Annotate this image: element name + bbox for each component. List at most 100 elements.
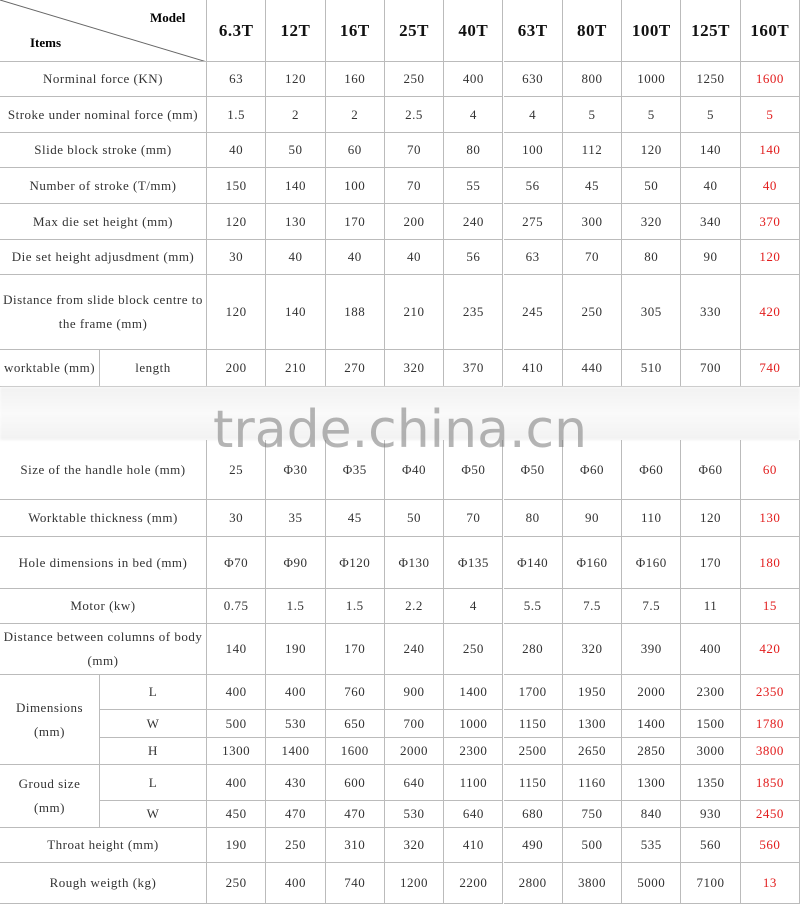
sub-label: L <box>100 675 207 710</box>
value-cell: 450 <box>207 801 267 828</box>
value-cell: 1250 <box>681 62 741 97</box>
value-cell: 640 <box>384 765 445 801</box>
value-cell: 2500 <box>503 738 563 765</box>
value-cell: 63 <box>207 62 267 97</box>
value-cell: 190 <box>207 828 267 863</box>
value-cell: 170 <box>681 537 741 589</box>
items-header: Items <box>30 35 62 50</box>
value-cell: 2350 <box>740 675 800 710</box>
header-corner <box>0 0 207 62</box>
value-cell: 112 <box>562 133 623 168</box>
value-cell: 2 <box>266 97 326 133</box>
value-cell: 5000 <box>622 863 682 904</box>
value-cell: 1000 <box>444 710 504 738</box>
value-cell: 40 <box>740 168 800 204</box>
group-label: Dimensions (mm) <box>0 675 100 765</box>
value-cell: 740 <box>325 863 385 904</box>
value-cell: 530 <box>384 801 445 828</box>
value-cell: 500 <box>207 710 267 738</box>
value-cell: 1780 <box>740 710 800 738</box>
value-cell: 1350 <box>681 765 741 801</box>
sub-label: length <box>100 350 207 387</box>
model-header-cell: 12T <box>266 0 326 62</box>
value-cell: 120 <box>207 204 267 240</box>
value-cell: 5 <box>681 97 741 133</box>
value-cell: 40 <box>207 133 267 168</box>
value-cell: 640 <box>444 801 504 828</box>
value-cell: 750 <box>562 801 623 828</box>
value-cell: 760 <box>325 675 385 710</box>
value-cell: 190 <box>266 624 326 675</box>
value-cell: 45 <box>325 500 385 537</box>
value-cell: 100 <box>503 133 563 168</box>
value-cell: 50 <box>266 133 326 168</box>
value-cell: 130 <box>740 500 800 537</box>
value-cell: 1300 <box>207 738 267 765</box>
value-cell: 1.5 <box>266 589 326 624</box>
value-cell: 1850 <box>740 765 800 801</box>
value-cell: 1150 <box>503 765 563 801</box>
value-cell: 530 <box>266 710 326 738</box>
value-cell: 430 <box>266 765 326 801</box>
value-cell: 250 <box>266 828 326 863</box>
value-cell: 370 <box>740 204 800 240</box>
row-label: Rough weigth (kg) <box>0 863 207 904</box>
value-cell: 740 <box>740 350 800 387</box>
value-cell: 1400 <box>622 710 682 738</box>
value-cell: 2800 <box>503 863 563 904</box>
value-cell: 140 <box>740 133 800 168</box>
value-cell: 1160 <box>562 765 623 801</box>
value-cell: 370 <box>444 350 504 387</box>
value-cell: 70 <box>444 500 504 537</box>
value-cell: Φ40 <box>384 440 445 500</box>
value-cell: 1000 <box>622 62 682 97</box>
value-cell: Φ60 <box>562 440 623 500</box>
row-label: Size of the handle hole (mm) <box>0 440 207 500</box>
value-cell: Φ130 <box>384 537 445 589</box>
value-cell: 560 <box>740 828 800 863</box>
value-cell: 320 <box>562 624 623 675</box>
value-cell: 420 <box>740 624 800 675</box>
value-cell: 60 <box>740 440 800 500</box>
value-cell: 1100 <box>444 765 504 801</box>
value-cell: Φ60 <box>681 440 741 500</box>
value-cell: 2200 <box>444 863 504 904</box>
value-cell: 930 <box>681 801 741 828</box>
value-cell: 210 <box>384 275 445 350</box>
value-cell: 1.5 <box>207 97 267 133</box>
value-cell: 1300 <box>622 765 682 801</box>
value-cell: 390 <box>622 624 682 675</box>
value-cell: 90 <box>681 240 741 275</box>
value-cell: 130 <box>266 204 326 240</box>
value-cell: 40 <box>266 240 326 275</box>
value-cell: 40 <box>681 168 741 204</box>
value-cell: 120 <box>266 62 326 97</box>
value-cell: 420 <box>740 275 800 350</box>
value-cell: 56 <box>444 240 504 275</box>
value-cell: 250 <box>207 863 267 904</box>
value-cell: 280 <box>503 624 563 675</box>
value-cell: Φ30 <box>266 440 326 500</box>
value-cell: Φ120 <box>325 537 385 589</box>
value-cell: 410 <box>444 828 504 863</box>
value-cell: 400 <box>266 675 326 710</box>
value-cell: 2000 <box>622 675 682 710</box>
value-cell: 2 <box>325 97 385 133</box>
value-cell: 535 <box>622 828 682 863</box>
value-cell: 160 <box>325 62 385 97</box>
value-cell: 7.5 <box>562 589 623 624</box>
value-cell: 2.2 <box>384 589 445 624</box>
value-cell: 140 <box>266 275 326 350</box>
value-cell: 470 <box>325 801 385 828</box>
value-cell: 25 <box>207 440 267 500</box>
value-cell: Φ50 <box>444 440 504 500</box>
model-header-cell: 100T <box>622 0 682 62</box>
row-label: Stroke under nominal force (mm) <box>0 97 207 133</box>
value-cell: 1700 <box>503 675 563 710</box>
sub-label: H <box>100 738 207 765</box>
value-cell: 35 <box>266 500 326 537</box>
model-header-cell: 16T <box>325 0 385 62</box>
row-label: Hole dimensions in bed (mm) <box>0 537 207 589</box>
value-cell: 310 <box>325 828 385 863</box>
